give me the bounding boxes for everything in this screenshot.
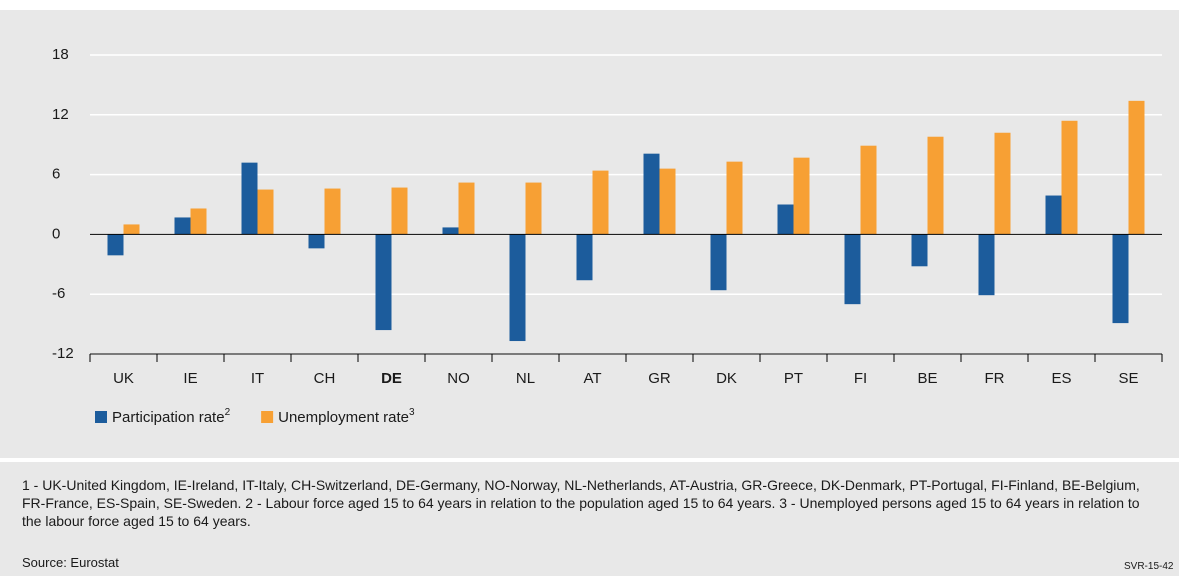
legend-swatch [261,411,274,423]
x-tick-label: UK [113,370,134,387]
bar [978,234,995,296]
bar [994,132,1011,235]
chart: -12 -6 0 6 12 18 UK IE IT CH DE NO NL AT GR DK PT FI BE FR E… [0,10,1179,458]
footnote-panel: 1 - UK-United Kingdom, IE-Ireland, IT-It… [0,462,1179,576]
bar [576,234,593,281]
x-tick-label: NL [516,370,535,387]
x-tick-label: PT [784,370,803,387]
x-tick-label: NO [447,370,470,387]
bar [777,204,794,235]
x-tick-label: DE [381,370,402,387]
y-tick-label: 6 [52,166,60,183]
y-tick-label: 18 [52,46,69,63]
bar [1128,100,1145,235]
bar [123,224,140,235]
bar [391,187,408,235]
bar [308,234,325,249]
bar [1112,234,1129,324]
bar [257,189,274,235]
bar [1061,120,1078,235]
bar [793,157,810,235]
x-tick-label: ES [1051,370,1071,387]
x-tick-label: IT [251,370,264,387]
x-tick-label: FI [854,370,867,387]
bar [174,217,191,235]
x-tick-label: AT [583,370,601,387]
x-tick-label: CH [314,370,336,387]
bar [190,208,207,235]
y-tick-label: -6 [52,285,65,302]
bar [509,234,526,342]
bar [592,170,609,235]
bar [107,234,124,256]
bar [710,234,727,291]
y-tick-label: 0 [52,225,60,242]
legend-name: Unemployment rate [278,409,409,426]
y-tick-label: 12 [52,106,69,123]
bar [1045,195,1062,235]
bar [844,234,861,305]
x-tick-label: IE [183,370,197,387]
legend-name: Participation rate [112,409,225,426]
x-tick-label: FR [985,370,1005,387]
bar [324,188,341,235]
bar [659,168,676,235]
x-tick-label: BE [917,370,937,387]
bar [911,234,928,267]
bar [375,234,392,331]
legend-note-ref: 2 [225,407,231,418]
legend-swatch [95,411,107,423]
source: Source: Eurostat [22,555,119,570]
legend-note-ref: 3 [409,407,415,418]
x-tick-label: GR [648,370,671,387]
chart-code: SVR-15-42 [1124,561,1174,572]
bar [458,182,475,235]
bar [860,145,877,235]
legend-label: Participation rate2 [112,407,231,426]
bar [442,227,459,235]
bar [241,162,258,235]
y-tick-label: -12 [52,345,74,362]
footnote: 1 - UK-United Kingdom, IE-Ireland, IT-It… [22,477,1140,529]
bar [525,182,542,235]
x-tick-label: SE [1118,370,1138,387]
bar [927,136,944,235]
legend-label: Unemployment rate3 [278,407,415,426]
bar [643,153,660,235]
bar [726,161,743,235]
x-tick-label: DK [716,370,737,387]
